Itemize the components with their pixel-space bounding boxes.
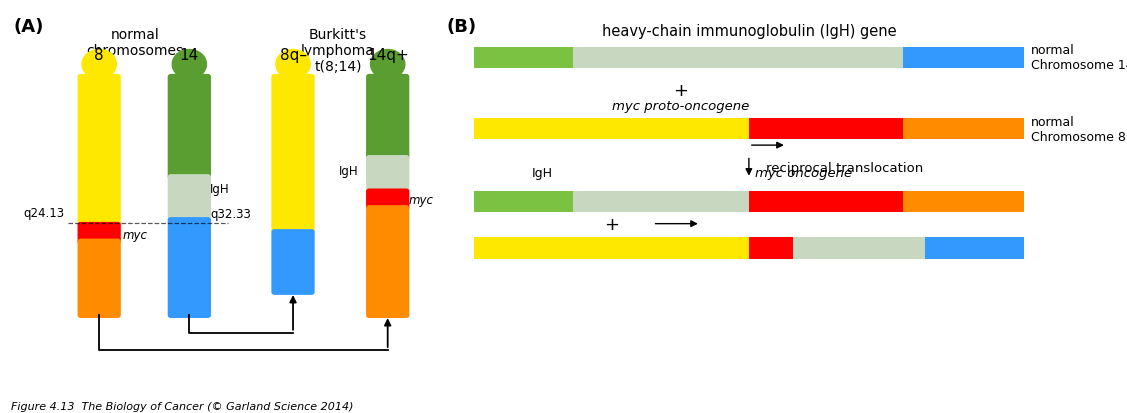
Text: (A): (A) [14,18,44,36]
Text: myc proto-oncogene: myc proto-oncogene [612,100,748,113]
Text: normal
chromosomes: normal chromosomes [87,27,184,57]
Bar [903,192,1024,213]
FancyBboxPatch shape [272,230,314,295]
Bar [474,119,748,140]
Circle shape [82,50,116,80]
Text: normal
Chromosome 14: normal Chromosome 14 [1031,44,1127,72]
Bar [573,192,748,213]
Bar [793,238,925,259]
Text: q32.33: q32.33 [210,207,251,220]
FancyBboxPatch shape [168,175,211,223]
FancyBboxPatch shape [78,75,121,228]
FancyBboxPatch shape [272,75,314,235]
Text: reciprocal translocation: reciprocal translocation [766,161,923,174]
Text: +: + [604,215,619,233]
Bar [474,192,573,213]
FancyBboxPatch shape [78,222,121,244]
Text: myc: myc [123,229,148,242]
Bar [925,238,1024,259]
Text: 14: 14 [179,48,199,63]
Text: IgH: IgH [339,165,358,178]
Text: 14q+: 14q+ [366,48,409,63]
Text: q24.13: q24.13 [23,206,64,219]
Circle shape [172,50,206,80]
Text: 8q–: 8q– [279,48,307,63]
Text: Figure 4.13  The Biology of Cancer (© Garland Science 2014): Figure 4.13 The Biology of Cancer (© Gar… [11,401,354,411]
Text: myc: myc [409,194,434,206]
FancyBboxPatch shape [78,239,121,318]
Text: normal
Chromosome 8: normal Chromosome 8 [1031,115,1126,143]
Circle shape [371,50,405,80]
Bar [748,119,903,140]
Text: Burkitt's
lymphoma
t(8;14): Burkitt's lymphoma t(8;14) [301,27,375,74]
Bar [903,119,1024,140]
FancyBboxPatch shape [366,75,409,161]
Bar [474,238,748,259]
FancyBboxPatch shape [168,75,211,180]
Text: IgH: IgH [532,166,553,179]
Bar [573,47,903,69]
Text: heavy-chain immunoglobulin (IgH) gene: heavy-chain immunoglobulin (IgH) gene [602,24,896,38]
Text: IgH: IgH [210,183,230,196]
Text: myc oncogene: myc oncogene [755,166,852,179]
Bar [748,238,793,259]
Bar [903,47,1024,69]
Bar [474,47,573,69]
Text: (B): (B) [446,18,477,36]
Bar [748,192,903,213]
Circle shape [276,50,310,80]
Text: +: + [673,82,687,100]
Text: 8: 8 [95,48,104,63]
FancyBboxPatch shape [366,189,409,211]
FancyBboxPatch shape [168,218,211,318]
FancyBboxPatch shape [366,206,409,318]
FancyBboxPatch shape [366,156,409,195]
